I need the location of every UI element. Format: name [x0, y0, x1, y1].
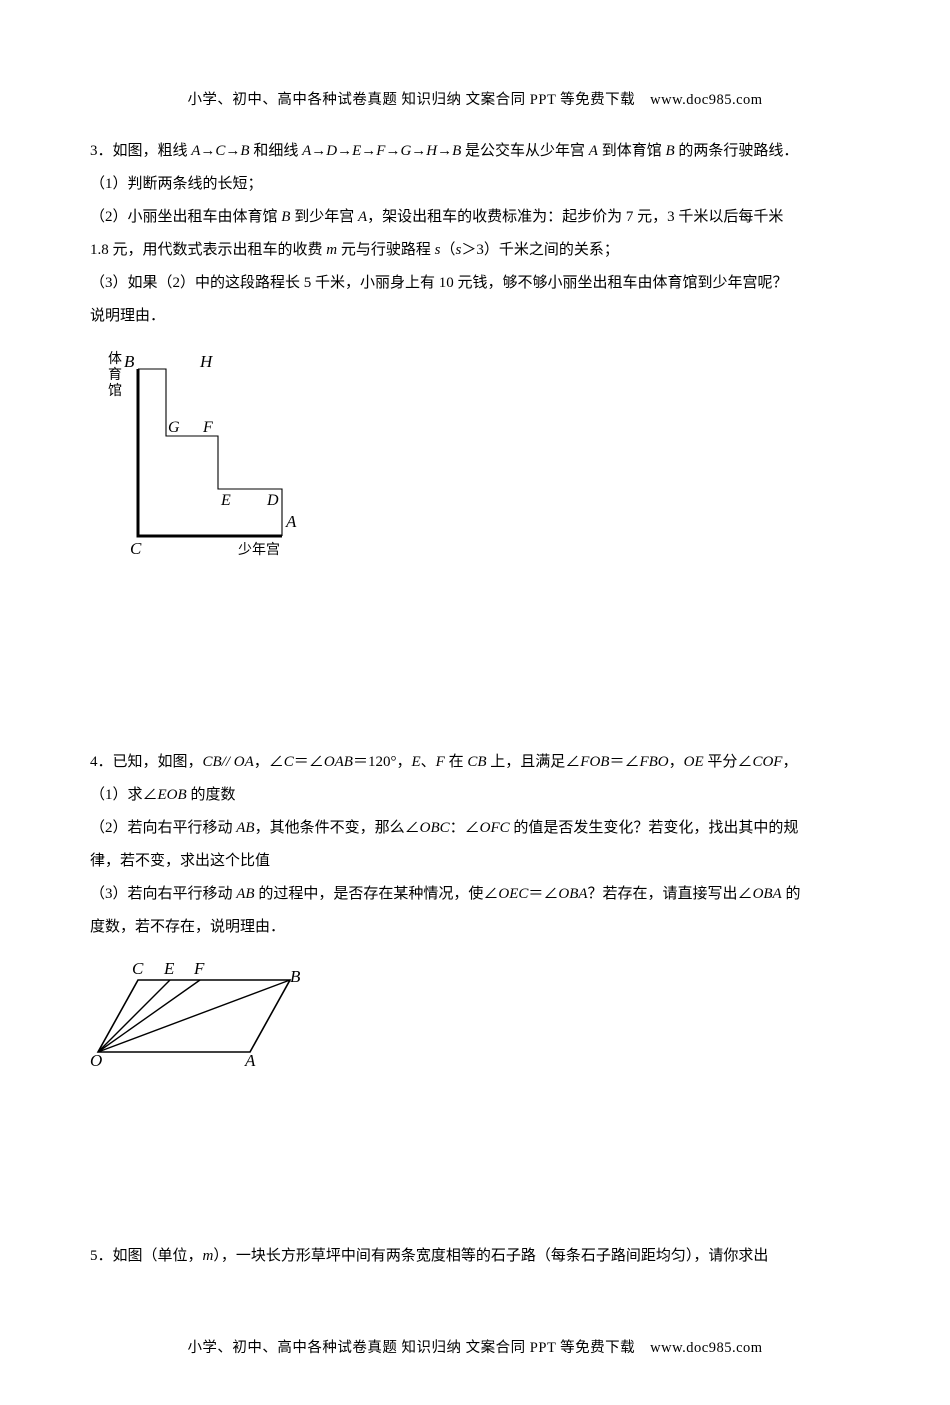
svg-text:体: 体: [108, 351, 122, 367]
t: 1.8 元，用代数式表示出租车的收费: [90, 242, 326, 258]
t: ？若存在，请直接写出∠: [588, 886, 753, 902]
t: B: [281, 209, 294, 225]
t: AB: [236, 886, 254, 902]
t: OBC: [420, 820, 450, 836]
svg-text:G: G: [168, 419, 180, 436]
t: B: [665, 143, 674, 159]
t: ＝∠: [609, 754, 639, 770]
t: OAB: [324, 754, 353, 770]
t: ：∠: [450, 820, 480, 836]
svg-text:D: D: [266, 492, 279, 509]
t: 3．如图，粗线: [90, 143, 191, 159]
q4-p3-line1: （3）若向右平行移动 AB 的过程中，是否存在某种情况，使∠OEC＝∠OBA？若…: [90, 878, 860, 911]
svg-text:馆: 馆: [108, 383, 122, 399]
t: C: [284, 754, 294, 770]
svg-text:F: F: [202, 419, 213, 436]
t: ，∠: [254, 754, 284, 770]
t: 4．已知，如图，: [90, 754, 203, 770]
svg-text:H: H: [199, 352, 214, 371]
t: OBA: [753, 886, 782, 902]
t: COF: [752, 754, 782, 770]
t: OEC: [498, 886, 528, 902]
t: （2）若向右平行移动: [90, 820, 236, 836]
t: 的: [782, 886, 801, 902]
q4-intro: 4．已知，如图，CB// OA，∠C＝∠OAB＝120°，E、F 在 CB 上，…: [90, 746, 860, 779]
q4-p2-line1: （2）若向右平行移动 AB，其他条件不变，那么∠OBC：∠OFC 的值是否发生变…: [90, 812, 860, 845]
q5-intro: 5．如图（单位，m），一块长方形草坪中间有两条宽度相等的石子路（每条石子路间距均…: [90, 1240, 860, 1273]
t: ），一块长方形草坪中间有两条宽度相等的石子路（每条石子路间距均匀），请你求出: [213, 1248, 768, 1264]
svg-text:O: O: [90, 1051, 102, 1067]
t: 在: [445, 754, 468, 770]
t: 、: [421, 754, 436, 770]
q3-p1: （1）判断两条线的长短；: [90, 168, 860, 201]
t: ＝∠: [528, 886, 558, 902]
t: A: [589, 143, 598, 159]
t: CB// OA: [203, 754, 254, 770]
t: 的两条行驶路线．: [675, 143, 799, 159]
t: 上，且满足∠: [487, 754, 581, 770]
t: 到体育馆: [598, 143, 666, 159]
t: EOB: [158, 787, 187, 803]
t: 平分∠: [704, 754, 753, 770]
q4-p1: （1）求∠EOB 的度数: [90, 779, 860, 812]
svg-text:B: B: [290, 967, 300, 986]
svg-text:F: F: [193, 959, 205, 978]
t: 的过程中，是否存在某种情况，使∠: [255, 886, 499, 902]
t: ，架设出租车的收费标准为：起步价为 7 元，3 千米以后每千米: [367, 209, 783, 225]
q4-p2-line2: 律，若不变，求出这个比值: [90, 845, 860, 878]
t: ，其他条件不变，那么∠: [255, 820, 420, 836]
svg-text:B: B: [124, 352, 135, 371]
svg-text:C: C: [132, 959, 144, 978]
spacer: [90, 596, 860, 746]
svg-text:A: A: [285, 512, 297, 531]
q4-figure: C E F B O A: [90, 952, 860, 1080]
t: m: [203, 1248, 214, 1264]
svg-text:少年宫: 少年宫: [238, 542, 280, 558]
t: 和细线: [250, 143, 303, 159]
t: 元与行驶路程: [337, 242, 435, 258]
t: FBO: [639, 754, 668, 770]
t: AB: [236, 820, 254, 836]
t: ，: [669, 754, 684, 770]
svg-text:C: C: [130, 539, 142, 558]
t: A: [358, 209, 367, 225]
svg-text:E: E: [220, 492, 231, 509]
t: （1）求∠: [90, 787, 158, 803]
t: ＝∠: [294, 754, 324, 770]
t: OE: [684, 754, 704, 770]
t: OBA: [558, 886, 587, 902]
q3-intro: 3．如图，粗线 A→C→B 和细线 A→D→E→F→G→H→B 是公交车从少年宫…: [90, 135, 860, 168]
t: 到少年宫: [294, 209, 358, 225]
t: ，: [782, 754, 797, 770]
q3-p3-line1: （3）如果（2）中的这段路程长 5 千米，小丽身上有 10 元钱，够不够小丽坐出…: [90, 267, 860, 300]
page-header: 小学、初中、高中各种试卷真题 知识归纳 文案合同 PPT 等免费下载 www.d…: [90, 85, 860, 117]
t: 的值是否发生变化？若变化，找出其中的规: [510, 820, 799, 836]
t: F: [436, 754, 445, 770]
svg-text:育: 育: [108, 367, 122, 383]
t: ＞3）千米之间的关系；: [461, 242, 619, 258]
q4-p3-line2: 度数，若不存在，说明理由．: [90, 911, 860, 944]
q3-p3-line2: 说明理由．: [90, 300, 860, 333]
t: 是公交车从少年宫: [461, 143, 589, 159]
t: （3）若向右平行移动: [90, 886, 236, 902]
q3-p2-line2: 1.8 元，用代数式表示出租车的收费 m 元与行驶路程 s（s＞3）千米之间的关…: [90, 234, 860, 267]
q3-p2-line1: （2）小丽坐出租车由体育馆 B 到少年宫 A，架设出租车的收费标准为：起步价为 …: [90, 201, 860, 234]
page-footer: 小学、初中、高中各种试卷真题 知识归纳 文案合同 PPT 等免费下载 www.d…: [90, 1333, 860, 1365]
svg-text:E: E: [163, 959, 175, 978]
t: CB: [467, 754, 486, 770]
t: A→C→B: [191, 143, 249, 159]
t: OFC: [480, 820, 510, 836]
spacer2: [90, 1100, 860, 1240]
t: FOB: [580, 754, 609, 770]
q3-figure: 体 育 馆 B H G F E D A C 少年宫: [90, 341, 860, 576]
svg-text:A: A: [244, 1051, 256, 1067]
t: ＝120°，: [353, 754, 412, 770]
t: E: [411, 754, 420, 770]
t: （2）小丽坐出租车由体育馆: [90, 209, 281, 225]
t: m: [326, 242, 337, 258]
t: 的度数: [187, 787, 236, 803]
t: A→D→E→F→G→H→B: [302, 143, 461, 159]
t: 5．如图（单位，: [90, 1248, 203, 1264]
t: （: [440, 242, 455, 258]
